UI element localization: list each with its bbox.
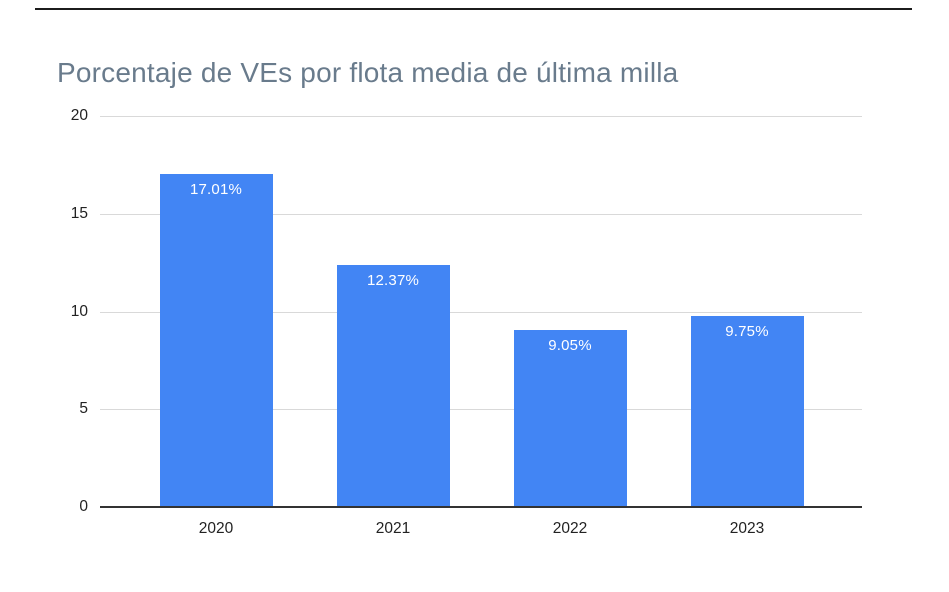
x-axis-category-label: 2022 [552, 520, 588, 537]
x-axis-baseline [100, 506, 862, 508]
bar-value-label: 12.37% [366, 272, 420, 290]
bar-value-label: 17.01% [189, 181, 243, 199]
x-axis-category-label: 2020 [198, 520, 234, 537]
y-axis-tick-label: 15 [70, 204, 88, 222]
y-axis-tick-label: 20 [70, 107, 88, 124]
bar-2022: 9.05% [513, 330, 627, 506]
gridline [100, 311, 862, 313]
bar-2020: 17.01% [159, 174, 273, 506]
y-axis-tick-label: 0 [79, 498, 88, 515]
y-axis-tick-label: 10 [70, 302, 88, 320]
y-axis-tick-label: 5 [79, 400, 88, 418]
gridline [100, 213, 862, 215]
bar-value-label: 9.05% [548, 337, 592, 355]
bar-2023: 9.75% [690, 316, 804, 506]
gridline [100, 409, 862, 411]
x-axis-category-label: 2021 [375, 520, 411, 537]
gridline [100, 116, 862, 117]
bar-value-label: 9.75% [725, 323, 769, 341]
bar-2021: 12.37% [336, 265, 450, 506]
x-axis-category-label: 2023 [729, 520, 765, 537]
chart-title: Porcentaje de VEs por flota media de últ… [57, 57, 679, 88]
top-border-rule [35, 8, 912, 10]
